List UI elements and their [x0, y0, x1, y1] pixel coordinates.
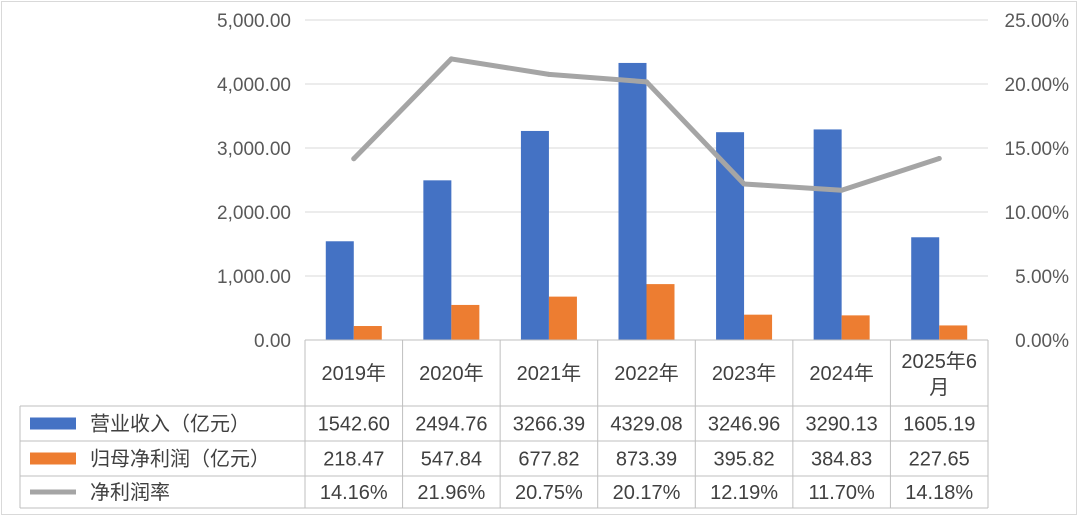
right-axis-tick-label: 25.00% — [1005, 11, 1070, 32]
table-cell-value: 1605.19 — [903, 414, 975, 436]
table-cell-value: 20.75% — [515, 482, 583, 504]
net-profit-bar — [939, 325, 968, 340]
right-axis-tick-label: 5.00% — [1015, 267, 1069, 288]
table-cell-value: 395.82 — [713, 449, 774, 471]
category-label: 2021年 — [517, 362, 582, 385]
revenue-bar — [423, 180, 452, 340]
table-cell-value: 21.96% — [417, 482, 485, 504]
net-profit-bar — [451, 304, 480, 340]
revenue-bar — [911, 237, 940, 340]
table-cell-value: 4329.08 — [610, 414, 682, 436]
table-cell-value: 3246.96 — [708, 414, 780, 436]
table-cell-value: 873.39 — [616, 449, 677, 471]
right-axis-tick-label: 20.00% — [1005, 75, 1070, 96]
table-cell-value: 12.19% — [710, 482, 778, 504]
table-cell-value: 1542.60 — [318, 414, 390, 436]
legend-key — [30, 417, 76, 430]
category-label: 2025年6 月 — [901, 350, 977, 399]
net-profit-bar — [841, 315, 870, 340]
left-axis-tick-label: 2,000.00 — [217, 203, 291, 224]
net-profit-bar — [548, 296, 577, 340]
table-cell-value: 218.47 — [323, 449, 384, 471]
net-profit-bar — [646, 284, 675, 340]
net-margin-point — [936, 155, 942, 161]
table-cell-value: 3266.39 — [513, 414, 585, 436]
revenue-bar — [813, 129, 842, 340]
left-axis-tick-label: 3,000.00 — [217, 139, 291, 160]
category-label: 2019年 — [322, 362, 387, 385]
category-label: 2020年 — [419, 362, 484, 385]
right-axis-tick-label: 0.00% — [1015, 331, 1069, 352]
table-cell-value: 227.65 — [909, 449, 970, 471]
right-axis-tick-label: 10.00% — [1005, 203, 1070, 224]
net-margin-point — [644, 79, 649, 85]
net-profit-bar — [353, 326, 382, 340]
table-cell-value: 14.18% — [905, 482, 973, 504]
left-axis-tick-label: 4,000.00 — [217, 75, 291, 96]
table-cell-value: 20.17% — [613, 482, 681, 504]
table-cell-value: 677.82 — [518, 449, 579, 471]
left-axis-tick-label: 0.00 — [254, 331, 291, 352]
table-cell-value: 384.83 — [811, 449, 872, 471]
revenue-bar — [618, 62, 647, 341]
left-axis-tick-label: 5,000.00 — [217, 11, 291, 32]
revenue-bar — [520, 130, 549, 340]
revenue-bar — [325, 241, 354, 340]
right-axis-tick-label: 15.00% — [1005, 139, 1070, 160]
net-margin-point — [448, 56, 454, 62]
net-margin-point — [741, 181, 747, 187]
revenue-bar — [716, 132, 745, 340]
table-cell-value: 547.84 — [421, 449, 482, 471]
legend-key — [30, 452, 76, 465]
category-label: 2022年 — [614, 362, 679, 385]
net-margin-point — [546, 71, 552, 77]
category-label: 2024年 — [809, 362, 874, 385]
table-cell-value: 11.70% — [808, 482, 875, 504]
net-profit-bar — [744, 314, 773, 340]
category-label: 2023年 — [712, 362, 777, 385]
series-name: 营业收入（亿元） — [90, 413, 250, 436]
table-cell-value: 14.16% — [320, 482, 388, 504]
left-axis-tick-label: 1,000.00 — [217, 267, 291, 288]
net-margin-point — [351, 156, 357, 162]
table-cell-value: 2494.76 — [415, 414, 487, 436]
net-margin-point — [839, 187, 845, 193]
series-name: 净利润率 — [90, 481, 170, 504]
series-name: 归母净利润（亿元） — [90, 448, 270, 471]
table-cell-value: 3290.13 — [805, 414, 877, 436]
